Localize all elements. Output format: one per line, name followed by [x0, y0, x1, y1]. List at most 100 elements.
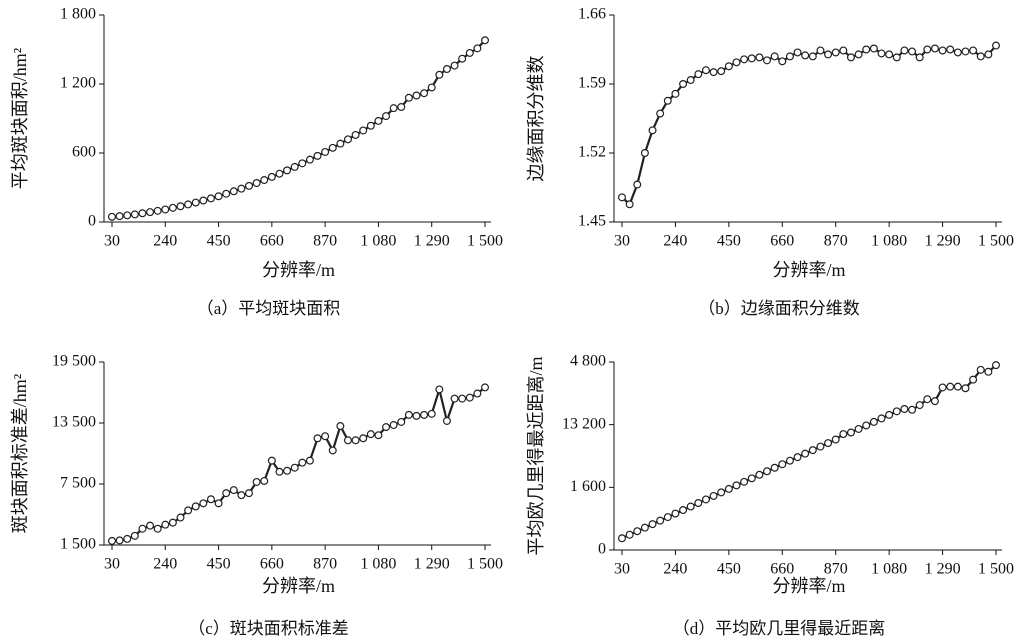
data-point — [648, 520, 657, 529]
data-point — [801, 449, 810, 458]
data-point — [130, 531, 139, 540]
data-point — [846, 53, 855, 62]
data-point — [900, 405, 909, 414]
data-point — [740, 477, 749, 486]
data-point — [404, 93, 413, 102]
x-tick-label: 660 — [770, 233, 794, 250]
data-point — [206, 194, 215, 203]
y-tick-label: 1 800 — [60, 6, 96, 23]
data-point — [412, 411, 421, 420]
caption: （a）平均斑块面积 — [197, 299, 341, 318]
y-tick-label: 0 — [598, 541, 606, 558]
data-point — [694, 499, 703, 508]
data-point — [328, 446, 337, 455]
data-point — [328, 143, 337, 152]
data-point — [351, 436, 360, 445]
x-tick-label: 450 — [717, 561, 741, 578]
x-tick-label: 1 080 — [360, 556, 396, 573]
x-tick-label: 30 — [614, 233, 630, 250]
data-point — [123, 211, 132, 220]
x-tick-label: 870 — [824, 561, 848, 578]
data-point — [115, 212, 124, 221]
data-point — [191, 198, 200, 207]
data-point — [366, 430, 375, 439]
data-point — [481, 383, 490, 392]
data-point — [969, 46, 978, 55]
data-point — [313, 434, 322, 443]
data-point — [298, 458, 307, 467]
data-point — [427, 83, 436, 92]
data-point — [770, 52, 779, 61]
data-point — [946, 382, 955, 391]
data-point — [885, 50, 894, 59]
data-point — [923, 395, 932, 404]
data-point — [854, 50, 863, 59]
data-point — [305, 456, 314, 465]
data-point — [648, 126, 657, 135]
x-tick-label: 1 080 — [871, 561, 907, 578]
data-point — [763, 56, 772, 65]
data-point — [267, 172, 276, 181]
data-point — [389, 104, 398, 113]
x-tick-label: 1 500 — [467, 233, 503, 250]
data-point — [199, 499, 208, 508]
data-point — [862, 421, 871, 430]
data-point — [831, 48, 840, 57]
data-point — [458, 54, 467, 63]
data-point — [412, 91, 421, 100]
data-point — [283, 466, 292, 475]
data-line — [111, 385, 486, 543]
data-point — [801, 51, 810, 60]
data-point — [359, 434, 368, 443]
data-point — [374, 431, 383, 440]
data-point — [450, 61, 459, 70]
data-point — [816, 46, 825, 55]
data-point — [359, 126, 368, 135]
y-tick-label: 13 500 — [52, 414, 96, 431]
data-point — [397, 417, 406, 426]
data-point — [969, 375, 978, 384]
data-point — [946, 45, 955, 54]
data-point — [671, 509, 680, 518]
data-point — [640, 523, 649, 532]
y-tick-label: 13 200 — [562, 415, 606, 432]
chart-panel: 1 500 7 500 13 500 19 500 30 240 450 660 870 1 08… — [10, 353, 503, 638]
data-point — [184, 200, 193, 209]
y-tick-label: 1.59 — [578, 75, 606, 92]
data-point — [717, 488, 726, 497]
y-axis-label: 斑块面积标准差/hm² — [10, 374, 30, 533]
data-line — [621, 44, 997, 207]
caption: （d）平均欧几里得最近距离 — [673, 619, 886, 638]
data-point — [686, 76, 695, 85]
data-point — [168, 203, 177, 212]
data-point — [313, 151, 322, 160]
data-point — [633, 527, 642, 536]
data-point — [184, 506, 193, 515]
data-point — [923, 45, 932, 54]
data-point — [138, 209, 147, 218]
x-tick-label: 660 — [260, 556, 284, 573]
y-axis-label: 平均欧几里得最近距离/m — [526, 356, 546, 555]
data-point — [404, 410, 413, 419]
data-point — [191, 502, 200, 511]
x-tick-label: 870 — [313, 556, 337, 573]
data-point — [854, 424, 863, 433]
chart-panel: 1.45 1.52 1.59 1.66 30 240 450 660 870 1 080 1 290… — [526, 6, 1014, 318]
data-point — [640, 149, 649, 158]
data-point — [755, 470, 764, 479]
x-tick-label: 30 — [104, 556, 120, 573]
data-point — [168, 518, 177, 527]
y-tick-label: 19 500 — [52, 353, 96, 370]
data-point — [892, 53, 901, 62]
data-point — [252, 477, 261, 486]
y-tick-label: 1.66 — [578, 6, 606, 23]
data-point — [938, 46, 947, 55]
data-point — [785, 52, 794, 61]
x-tick-label: 1 290 — [925, 561, 961, 578]
data-point — [770, 463, 779, 472]
data-point — [961, 47, 970, 56]
x-axis-label: 分辨率/m — [262, 576, 335, 596]
data-point — [740, 55, 749, 64]
data-point — [984, 50, 993, 59]
data-point — [732, 58, 741, 67]
